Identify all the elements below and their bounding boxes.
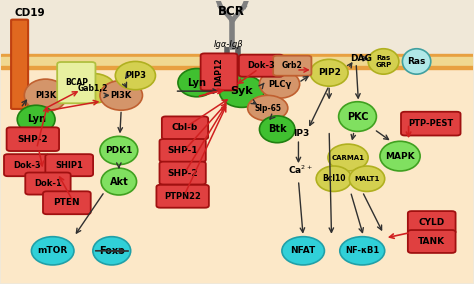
Ellipse shape <box>24 79 67 112</box>
Text: SHP-2: SHP-2 <box>18 135 48 144</box>
Text: Lyn: Lyn <box>187 78 206 88</box>
Text: Igα-Igβ: Igα-Igβ <box>213 40 243 49</box>
Ellipse shape <box>259 116 295 143</box>
FancyBboxPatch shape <box>7 127 59 151</box>
Text: PI3K: PI3K <box>110 91 132 100</box>
Text: Dok-1: Dok-1 <box>34 179 62 188</box>
FancyBboxPatch shape <box>25 172 71 195</box>
Text: mTOR: mTOR <box>37 246 68 255</box>
Text: CARMA1: CARMA1 <box>332 154 365 160</box>
Text: PLCγ: PLCγ <box>268 80 291 89</box>
Text: PTPN22: PTPN22 <box>164 192 201 201</box>
Text: Foxo: Foxo <box>99 246 125 256</box>
Text: NF-κB1: NF-κB1 <box>345 246 379 255</box>
FancyBboxPatch shape <box>57 62 95 103</box>
Ellipse shape <box>328 144 368 171</box>
Text: PKC: PKC <box>347 112 368 122</box>
Text: IP3: IP3 <box>293 129 309 138</box>
Bar <box>0 57 474 66</box>
Text: Syk: Syk <box>230 86 253 96</box>
Ellipse shape <box>247 95 288 121</box>
Ellipse shape <box>368 49 399 74</box>
Ellipse shape <box>338 102 376 131</box>
Text: Cbl-b: Cbl-b <box>172 123 198 132</box>
FancyBboxPatch shape <box>162 116 208 139</box>
Text: PTEN: PTEN <box>54 198 80 207</box>
Text: CYLD: CYLD <box>419 218 445 227</box>
Text: SHP-2: SHP-2 <box>167 169 198 178</box>
Text: PIP3: PIP3 <box>125 71 146 80</box>
Ellipse shape <box>31 237 74 265</box>
FancyBboxPatch shape <box>201 53 237 90</box>
Text: Btk: Btk <box>268 124 286 134</box>
FancyBboxPatch shape <box>408 211 456 234</box>
Text: PTP-PEST: PTP-PEST <box>408 119 454 128</box>
Bar <box>0 69 474 283</box>
Text: Dok-3: Dok-3 <box>247 61 275 70</box>
FancyBboxPatch shape <box>401 112 461 135</box>
Text: NFAT: NFAT <box>291 246 316 255</box>
FancyBboxPatch shape <box>46 154 93 176</box>
Text: BCR: BCR <box>218 5 245 18</box>
Bar <box>0 66 474 69</box>
Ellipse shape <box>340 237 385 265</box>
Ellipse shape <box>93 237 131 265</box>
FancyBboxPatch shape <box>43 191 91 214</box>
Text: DAG: DAG <box>350 54 372 63</box>
FancyBboxPatch shape <box>156 185 209 208</box>
Text: Ras
GRP: Ras GRP <box>375 55 392 68</box>
Ellipse shape <box>71 74 115 103</box>
Text: DAP12: DAP12 <box>215 58 224 86</box>
Text: Ca$^{2+}$: Ca$^{2+}$ <box>288 164 313 176</box>
Text: SHP-1: SHP-1 <box>167 146 198 155</box>
Ellipse shape <box>349 166 385 191</box>
Ellipse shape <box>101 168 137 195</box>
Text: MAPK: MAPK <box>385 152 415 161</box>
Text: PIP2: PIP2 <box>318 68 341 77</box>
Ellipse shape <box>380 141 420 171</box>
Text: Dok-3: Dok-3 <box>13 161 41 170</box>
Text: TANK: TANK <box>418 237 445 246</box>
FancyBboxPatch shape <box>408 230 456 253</box>
Text: Bcl10: Bcl10 <box>322 174 346 183</box>
Text: Grb2: Grb2 <box>282 61 303 70</box>
FancyBboxPatch shape <box>239 55 283 77</box>
Ellipse shape <box>100 81 143 110</box>
FancyBboxPatch shape <box>4 154 49 176</box>
Ellipse shape <box>282 237 324 265</box>
Text: BCAP: BCAP <box>65 78 88 87</box>
FancyBboxPatch shape <box>159 162 206 185</box>
Text: PDK1: PDK1 <box>105 146 133 155</box>
Ellipse shape <box>100 136 138 165</box>
Text: Ras: Ras <box>408 57 426 66</box>
Ellipse shape <box>310 59 348 86</box>
Text: CD19: CD19 <box>15 8 46 18</box>
Text: MALT1: MALT1 <box>354 176 380 182</box>
FancyBboxPatch shape <box>159 139 206 162</box>
Text: Slp-65: Slp-65 <box>254 104 281 112</box>
Text: SHIP1: SHIP1 <box>55 161 83 170</box>
Bar <box>0 54 474 57</box>
Ellipse shape <box>402 49 431 74</box>
Ellipse shape <box>219 75 264 107</box>
Text: Lyn: Lyn <box>27 114 46 124</box>
Ellipse shape <box>259 70 300 98</box>
FancyBboxPatch shape <box>11 20 28 109</box>
Ellipse shape <box>115 61 155 90</box>
Ellipse shape <box>178 68 216 97</box>
Text: PI3K: PI3K <box>35 91 56 100</box>
Ellipse shape <box>17 105 55 133</box>
Text: Gab1,2: Gab1,2 <box>78 84 108 93</box>
FancyBboxPatch shape <box>273 56 311 76</box>
Text: Akt: Akt <box>109 177 128 187</box>
Bar <box>0 1 474 54</box>
Ellipse shape <box>316 166 352 191</box>
